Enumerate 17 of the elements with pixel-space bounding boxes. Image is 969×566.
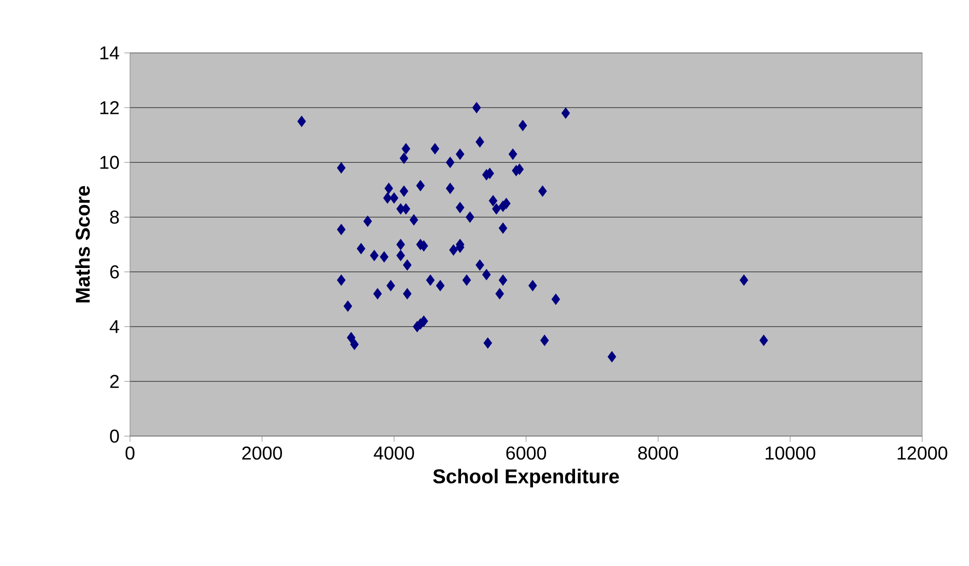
x-tick-label: 6000 (506, 446, 546, 460)
x-tick-label: 4000 (374, 446, 414, 460)
y-tick-label: 10 (100, 156, 119, 169)
x-tick-label: 2000 (242, 446, 282, 460)
x-tick-label: 12000 (898, 446, 948, 460)
y-tick-label: 6 (110, 265, 119, 278)
y-tick-label: 0 (110, 429, 119, 443)
y-axis-title: Maths Score (75, 186, 90, 302)
x-tick-label: 10000 (766, 446, 816, 460)
y-tick-label: 14 (100, 46, 120, 60)
y-tick-label: 8 (110, 210, 119, 224)
x-axis-title: School Expenditure (433, 468, 619, 488)
y-tick-label: 2 (110, 374, 119, 388)
x-tick-label: 0 (126, 446, 134, 460)
y-tick-label: 4 (110, 320, 120, 333)
y-tick-label: 12 (100, 101, 119, 114)
x-tick-label: 8000 (638, 446, 678, 460)
